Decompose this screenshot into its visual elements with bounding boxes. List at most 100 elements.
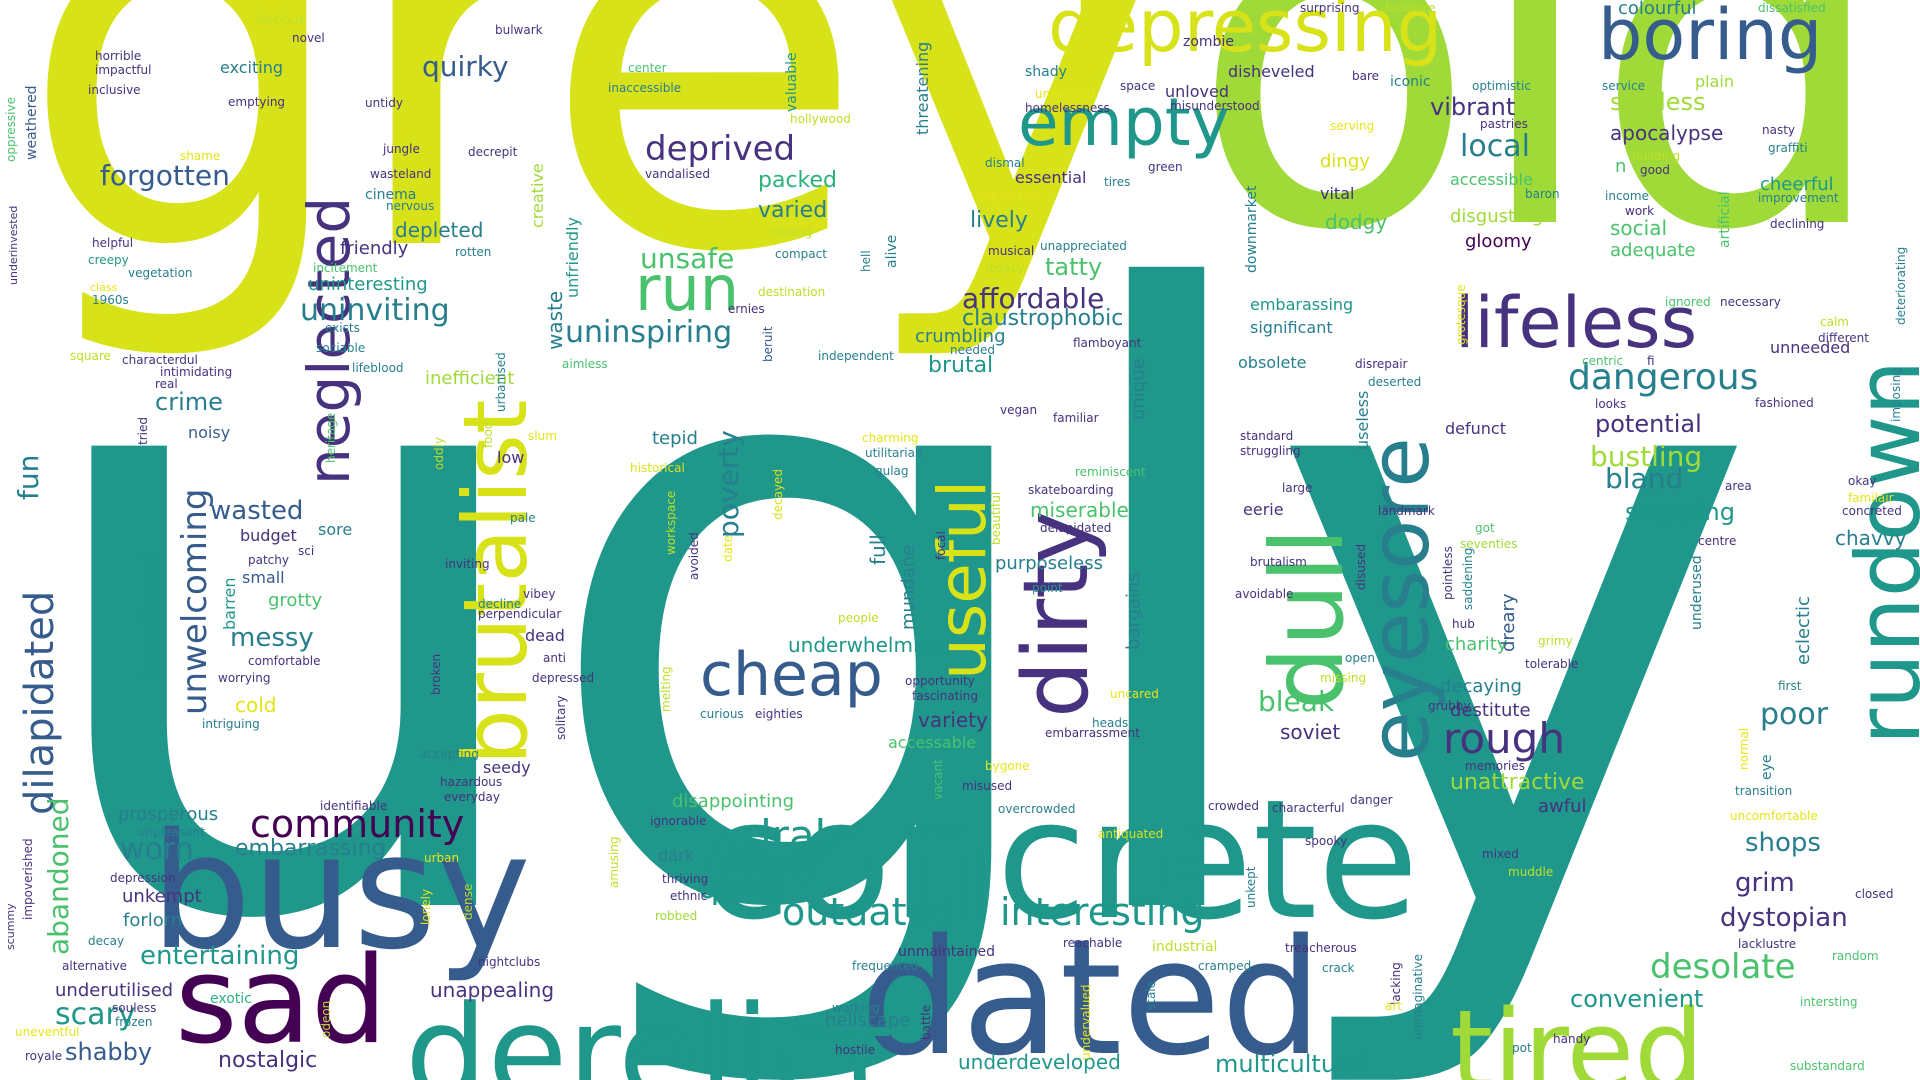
word-tired: tired bbox=[1450, 986, 1704, 1080]
word-hell: hell bbox=[859, 250, 873, 272]
word-intersting: intersting bbox=[1800, 995, 1858, 1009]
word-incitement: incitement bbox=[313, 261, 378, 275]
word-service: service bbox=[1602, 79, 1645, 93]
word-unneeded: unneeded bbox=[1770, 338, 1851, 357]
word-charity: charity bbox=[1445, 634, 1508, 655]
word-purposeless: purposeless bbox=[995, 553, 1103, 574]
word-intriguing: intriguing bbox=[202, 717, 260, 731]
word-art: art bbox=[1385, 999, 1402, 1013]
word-green: green bbox=[1148, 160, 1183, 174]
word-adequate: adequate bbox=[1610, 240, 1696, 261]
word-destitute: destitute bbox=[1450, 700, 1531, 721]
word-small: small bbox=[242, 568, 285, 587]
word-underinvested: underinvested bbox=[7, 205, 20, 285]
word-vandalised: vandalised bbox=[645, 167, 710, 181]
word-deprived: deprived bbox=[645, 129, 796, 169]
word-bygone: bygone bbox=[985, 759, 1030, 773]
word-abandoned: abandoned bbox=[42, 797, 75, 956]
word-pot: pot bbox=[1512, 1041, 1532, 1055]
word-heads: heads bbox=[1092, 716, 1129, 730]
word-seventies: seventies bbox=[1460, 537, 1518, 551]
word-avoided: avoided bbox=[687, 532, 701, 580]
word-serving: serving bbox=[1330, 119, 1375, 133]
word-curious: curious bbox=[700, 707, 744, 721]
word-beautiful: beautiful bbox=[989, 491, 1003, 545]
word-unfriendly: unfriendly bbox=[563, 217, 582, 298]
word-dark: dark bbox=[658, 846, 694, 865]
word-treacherous: treacherous bbox=[1285, 941, 1357, 955]
word-stale: stale bbox=[1144, 980, 1158, 1010]
word-brutalist: brutalist bbox=[444, 399, 547, 766]
word-tepid: tepid bbox=[652, 428, 698, 449]
word-shopping: shopping bbox=[1625, 498, 1735, 526]
word-plain: plain bbox=[1695, 72, 1734, 91]
word-urbanised: urbanised bbox=[494, 352, 508, 412]
word-worn: worn bbox=[120, 832, 194, 867]
word-uncared: uncared bbox=[1110, 687, 1159, 701]
word-soviet: soviet bbox=[1280, 720, 1341, 744]
word-real: real bbox=[155, 377, 178, 391]
word-exotic: exotic bbox=[210, 991, 252, 1007]
word-dreary: dreary bbox=[1498, 593, 1519, 652]
word-underutilised: underutilised bbox=[55, 980, 174, 1001]
word-compact: compact bbox=[775, 247, 827, 261]
word-heritage: heritage bbox=[324, 412, 338, 463]
word-entertaining: entertaining bbox=[140, 941, 300, 971]
word-concrete: concrete bbox=[700, 764, 1419, 956]
word-forlorn: forlorn bbox=[123, 910, 183, 931]
word-potential: potential bbox=[1595, 410, 1702, 438]
word-multicultural: multicultural bbox=[1215, 1050, 1368, 1078]
word-tatty: tatty bbox=[1045, 253, 1103, 281]
word-improvement: improvement bbox=[1758, 191, 1839, 205]
word-unattractive: unattractive bbox=[1450, 770, 1585, 795]
word-random: random bbox=[1832, 949, 1879, 963]
word-ethnic: ethnic bbox=[670, 889, 708, 903]
word-ugly: ugly bbox=[20, 126, 1762, 1080]
word-souless: souless bbox=[112, 1001, 157, 1015]
word-unwelcoming: unwelcoming bbox=[175, 488, 215, 715]
word-wasted: wasted bbox=[210, 496, 304, 526]
word-bargains: bargains bbox=[1123, 572, 1144, 650]
word-concreted: concreted bbox=[1842, 504, 1902, 518]
word-messy: messy bbox=[230, 623, 314, 653]
word-noisy: noisy bbox=[188, 423, 231, 442]
word-decrepit: decrepit bbox=[468, 145, 518, 159]
word-fashioned: fashioned bbox=[1755, 396, 1814, 410]
word-avoidable: avoidable bbox=[1235, 587, 1294, 601]
word-centric: centric bbox=[1582, 354, 1624, 368]
word-centre: centre bbox=[1698, 534, 1737, 548]
word-variety: variety bbox=[918, 708, 988, 732]
word-claustrophobic: claustrophobic bbox=[962, 306, 1124, 331]
word-grotesque: grotesque bbox=[1454, 284, 1468, 345]
word-bulldoze: bulldoze bbox=[1385, 1, 1436, 15]
word-dangerous: dangerous bbox=[1568, 357, 1759, 398]
word-helpful: helpful bbox=[92, 236, 134, 250]
word-run: run bbox=[635, 252, 740, 325]
word-sci: sci bbox=[298, 544, 315, 558]
word-urban: urban bbox=[424, 851, 460, 865]
word-undervalued: undervalued bbox=[1079, 984, 1093, 1060]
word-point: point bbox=[1032, 581, 1063, 595]
word-familair: familair bbox=[1848, 491, 1894, 505]
word-luscious: luscious bbox=[256, 13, 305, 27]
word-got: got bbox=[1475, 521, 1495, 535]
word-underused: underused bbox=[1689, 555, 1705, 630]
word-industrial: industrial bbox=[1152, 939, 1218, 955]
word-unimaginative: unimaginative bbox=[1411, 953, 1425, 1040]
word-tried: tried bbox=[136, 417, 150, 445]
word-varied: varied bbox=[758, 198, 828, 223]
word-apocalypse: apocalypse bbox=[1610, 121, 1724, 145]
word-first: first bbox=[1778, 679, 1802, 693]
word-ignored: ignored bbox=[1665, 295, 1711, 309]
word-jungle: jungle bbox=[383, 142, 420, 156]
word-cold: cold bbox=[235, 693, 277, 717]
word-boring: boring bbox=[1598, 0, 1823, 76]
word-underwhelming: underwhelming bbox=[788, 633, 944, 657]
word-characterdul: characterdul bbox=[122, 353, 198, 367]
word-patchy: patchy bbox=[248, 553, 289, 567]
word-food: food bbox=[481, 421, 495, 448]
word-focal: focal bbox=[934, 531, 948, 560]
word-homelessness: homelessness bbox=[1025, 101, 1110, 115]
word-reminiscent: reminiscent bbox=[1075, 465, 1146, 479]
word-vacant: vacant bbox=[931, 759, 945, 800]
